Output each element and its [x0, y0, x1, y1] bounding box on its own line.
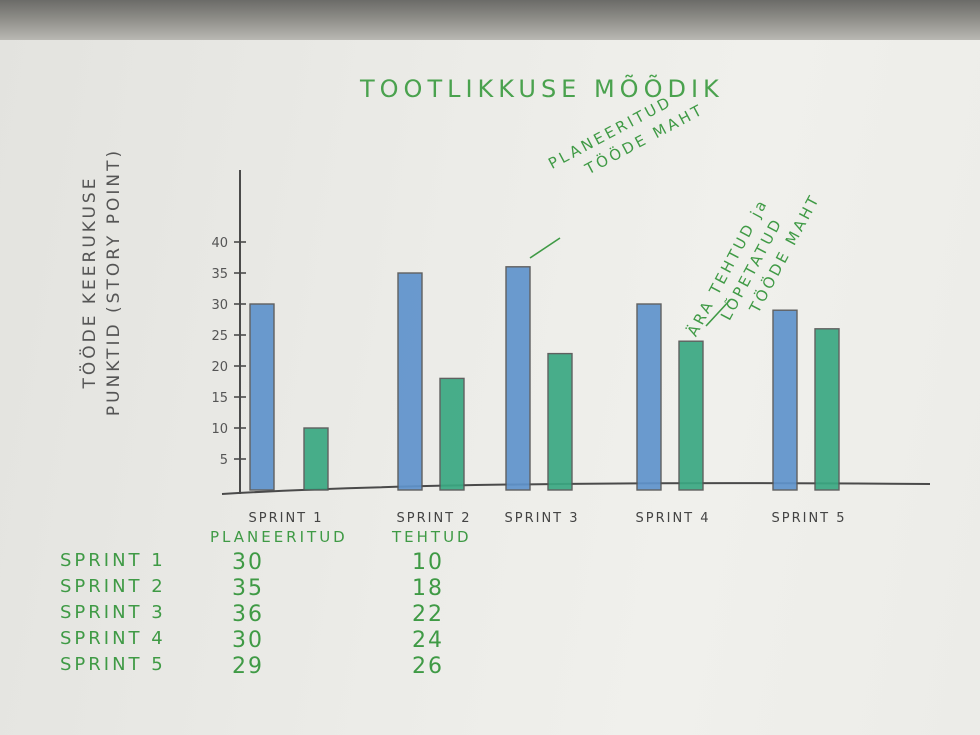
table-row-label: SPRINT 5 — [60, 654, 166, 675]
y-tick-label: 30 — [211, 298, 228, 313]
x-tick-label: SPRINT 1 — [248, 511, 323, 526]
y-tick-label: 25 — [211, 329, 228, 344]
bar-planned — [505, 266, 531, 491]
table-row-label: SPRINT 1 — [60, 550, 166, 571]
bar-done — [678, 340, 704, 491]
y-tick-label: 5 — [220, 453, 228, 468]
bar-planned — [772, 309, 798, 491]
bar-done — [303, 427, 329, 491]
table-cell-planned: 36 — [232, 602, 264, 627]
table-cell-done: 26 — [412, 654, 444, 679]
bar-done — [439, 377, 465, 491]
table-cell-done: 24 — [412, 628, 444, 653]
x-tick-label: SPRINT 5 — [771, 511, 846, 526]
table-row-label: SPRINT 2 — [60, 576, 166, 597]
table-cell-done: 10 — [412, 550, 444, 575]
bar-done — [547, 352, 573, 491]
y-tick-label: 40 — [211, 236, 228, 251]
x-tick-label: SPRINT 3 — [504, 511, 579, 526]
table-cell-planned: 30 — [232, 628, 264, 653]
chart-title: TOOTLIKKUSE MÕÕDIK — [360, 75, 724, 103]
table-header-done: TEHTUD — [392, 528, 472, 546]
table-row-label: SPRINT 4 — [60, 628, 166, 649]
table-cell-planned: 35 — [232, 576, 264, 601]
bar-planned — [636, 303, 662, 491]
x-tick-label: SPRINT 4 — [635, 511, 710, 526]
table-cell-done: 18 — [412, 576, 444, 601]
annotation-arrow — [705, 299, 731, 327]
bar-planned — [249, 303, 275, 491]
y-tick-label: 15 — [211, 391, 228, 406]
bar-done — [814, 328, 840, 491]
table-cell-done: 22 — [412, 602, 444, 627]
annotation-arrow — [529, 237, 561, 259]
table-cell-planned: 30 — [232, 550, 264, 575]
table-cell-planned: 29 — [232, 654, 264, 679]
y-tick-label: 20 — [211, 360, 228, 375]
table-header-planned: PLANEERITUD — [210, 528, 348, 546]
y-tick-label: 35 — [211, 267, 228, 282]
y-tick-label: 10 — [211, 422, 228, 437]
bar-planned — [397, 272, 423, 491]
x-tick-label: SPRINT 2 — [396, 511, 471, 526]
table-row-label: SPRINT 3 — [60, 602, 166, 623]
